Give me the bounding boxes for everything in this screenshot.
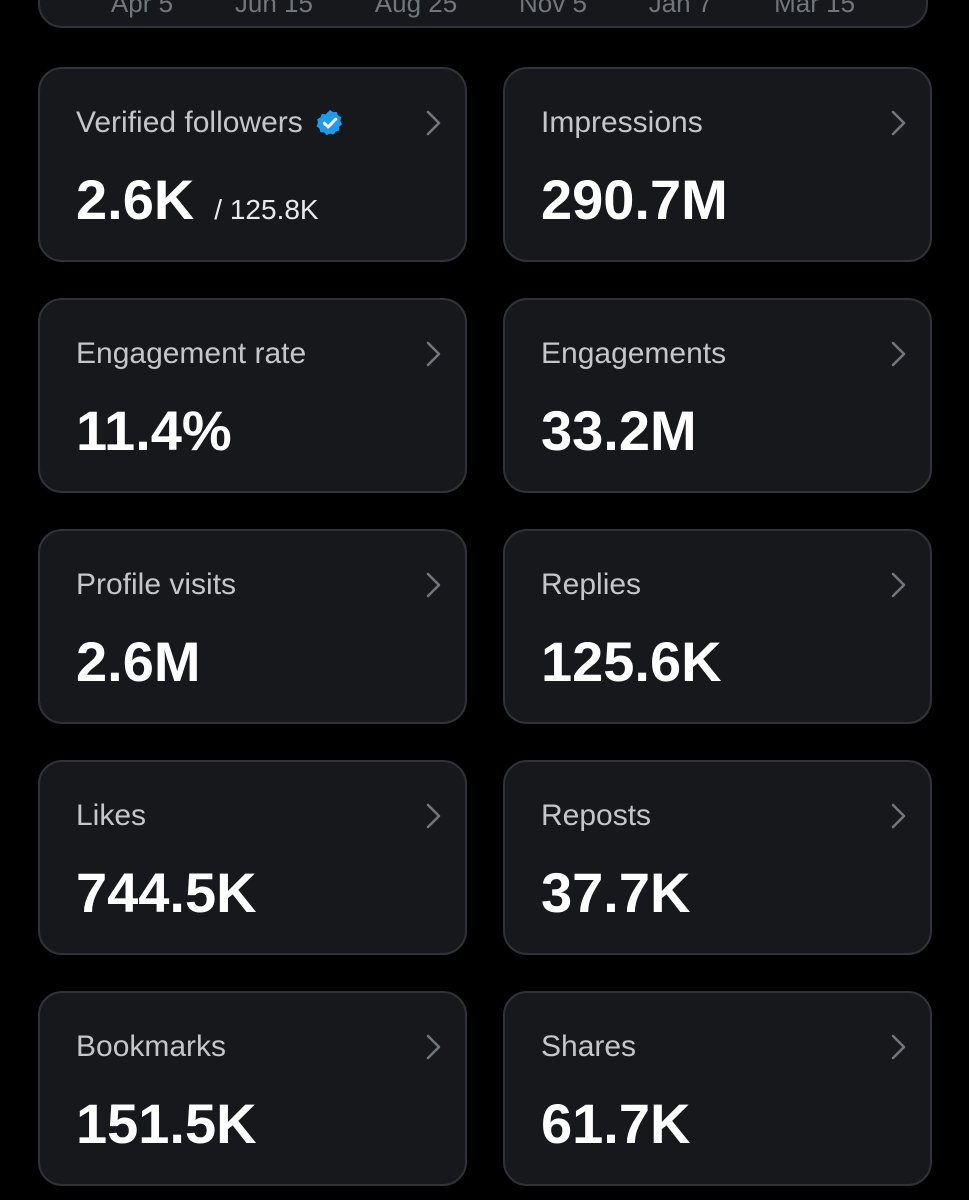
chevron-right-icon	[891, 341, 906, 367]
x-axis-tick-label: Jan 7	[648, 0, 713, 18]
metric-card-replies[interactable]: Replies 125.6K	[503, 529, 932, 724]
metric-title: Replies	[541, 568, 642, 601]
chevron-right-icon	[426, 1034, 441, 1060]
metric-card-likes[interactable]: Likes 744.5K	[38, 760, 467, 955]
metrics-grid: Verified followers 2.6K / 125.8K Impress…	[38, 67, 932, 1186]
chevron-right-icon	[426, 110, 441, 136]
chevron-right-icon	[891, 110, 906, 136]
metric-card-reposts[interactable]: Reposts 37.7K	[503, 760, 932, 955]
metric-value: 151.5K	[76, 1092, 257, 1155]
chevron-right-icon	[891, 1034, 906, 1060]
metric-title: Engagements	[541, 337, 727, 370]
metric-card-engagements[interactable]: Engagements 33.2M	[503, 298, 932, 493]
chevron-right-icon	[426, 572, 441, 598]
x-axis-tick-label: Apr 5	[110, 0, 174, 18]
x-axis-tick-label: Jun 15	[234, 0, 313, 18]
metric-card-impressions[interactable]: Impressions 290.7M	[503, 67, 932, 262]
verified-badge-icon	[316, 109, 342, 136]
metric-title: Reposts	[541, 799, 652, 832]
chevron-right-icon	[891, 803, 906, 829]
metric-value: 61.7K	[541, 1092, 691, 1155]
chevron-right-icon	[426, 803, 441, 829]
metric-title: Profile visits	[76, 568, 237, 601]
metric-card-verified-followers[interactable]: Verified followers 2.6K / 125.8K	[38, 67, 467, 262]
metric-card-bookmarks[interactable]: Bookmarks 151.5K	[38, 991, 467, 1186]
metric-title: Impressions	[541, 106, 703, 139]
x-axis-tick-label: Nov 5	[518, 0, 587, 18]
metric-value: 290.7M	[541, 168, 728, 231]
metric-title: Bookmarks	[76, 1030, 227, 1063]
metric-value: 2.6M	[76, 630, 201, 693]
metric-card-shares[interactable]: Shares 61.7K	[503, 991, 932, 1186]
metric-title: Shares	[541, 1030, 637, 1063]
chart-card: Apr 5 Jun 15 Aug 25 Nov 5 Jan 7 Mar 15	[38, 0, 928, 28]
x-axis-tick-label: Mar 15	[774, 0, 856, 18]
metric-value: 33.2M	[541, 399, 697, 462]
x-axis-tick-label: Aug 25	[374, 0, 458, 18]
metric-total: / 125.8K	[214, 194, 319, 225]
metric-title: Engagement rate	[76, 337, 307, 370]
metric-card-profile-visits[interactable]: Profile visits 2.6M	[38, 529, 467, 724]
chevron-right-icon	[891, 572, 906, 598]
metric-card-engagement-rate[interactable]: Engagement rate 11.4%	[38, 298, 467, 493]
chart-x-axis: Apr 5 Jun 15 Aug 25 Nov 5 Jan 7 Mar 15	[40, 0, 926, 18]
metric-value: 11.4%	[76, 399, 232, 462]
metric-title: Likes	[76, 799, 147, 832]
metric-title-text: Verified followers	[76, 106, 303, 139]
chevron-right-icon	[426, 341, 441, 367]
metric-title: Verified followers	[76, 105, 345, 141]
metric-value: 37.7K	[541, 861, 691, 924]
metric-value: 125.6K	[541, 630, 722, 693]
metric-value: 2.6K / 125.8K	[76, 167, 319, 243]
metric-value: 744.5K	[76, 861, 257, 924]
metric-value-text: 2.6K	[76, 168, 195, 231]
